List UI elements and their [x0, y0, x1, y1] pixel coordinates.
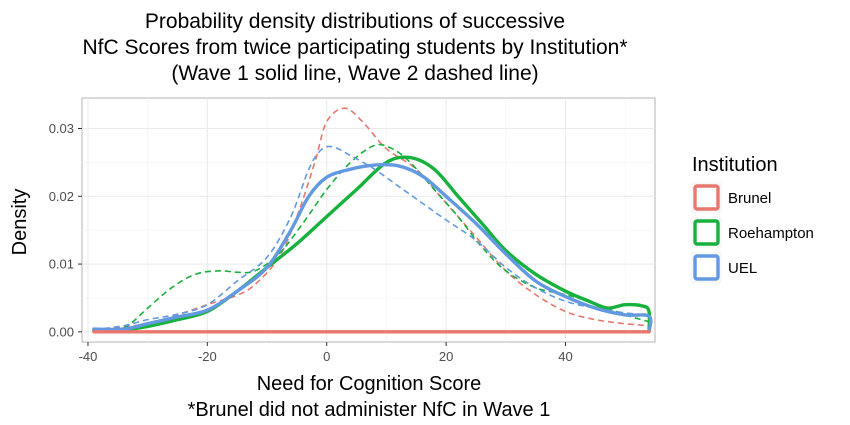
- x-tick-label: -20: [198, 349, 217, 364]
- legend-label-roehampton: Roehampton: [728, 225, 814, 242]
- y-axis-title: Density: [9, 189, 31, 256]
- legend-key-bg: [691, 217, 722, 248]
- series-line-uel-wave-1: [92, 162, 653, 334]
- legend-key-uel: [693, 254, 720, 281]
- x-tick-label: 20: [439, 349, 453, 364]
- title-line-3: (Wave 1 solid line, Wave 2 dashed line): [171, 62, 538, 85]
- series-line-roehampton-wave-2: [93, 143, 650, 332]
- title-line-2: NfC Scores from twice participating stud…: [82, 36, 627, 59]
- plot-panel: [81, 97, 656, 343]
- y-tick-label: 0.02: [49, 189, 74, 204]
- x-axis-ticks: -40 -20 0 20 40: [79, 342, 573, 364]
- title-line-1: Probability density distributions of suc…: [145, 10, 565, 33]
- legend-key-brunel: [693, 184, 720, 211]
- x-tick-label: 40: [558, 349, 572, 364]
- y-tick-label: 0.03: [49, 121, 74, 136]
- legend-title: Institution: [692, 154, 778, 176]
- x-tick-label: 0: [323, 349, 330, 364]
- chart-title: Probability density distributions of suc…: [82, 10, 627, 85]
- series-layer: [92, 107, 653, 334]
- legend-key-roehampton: [693, 219, 720, 246]
- x-axis-title-line-2: *Brunel did not administer NfC in Wave 1: [188, 399, 551, 421]
- y-tick-label: 0.00: [49, 324, 74, 339]
- legend-key-bg: [691, 182, 722, 213]
- x-tick-label: -40: [79, 349, 98, 364]
- legend-label-uel: UEL: [728, 260, 757, 277]
- legend: Institution Brunel Roehampton UEL: [691, 154, 814, 283]
- series-line-uel-wave-2: [93, 145, 650, 331]
- y-tick-label: 0.01: [49, 257, 74, 272]
- x-axis-title-line-1: Need for Cognition Score: [257, 373, 482, 395]
- legend-label-brunel: Brunel: [728, 190, 771, 207]
- legend-key-bg: [691, 252, 722, 283]
- y-axis-ticks: 0.00 0.01 0.02 0.03: [49, 121, 82, 339]
